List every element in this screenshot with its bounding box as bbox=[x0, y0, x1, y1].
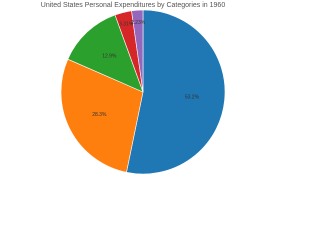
chart: United States Personal Expenditures by C… bbox=[41, 2, 226, 175]
slice-label: 28.3% bbox=[92, 112, 107, 118]
pie-slice bbox=[126, 9, 226, 175]
slice-label: 2.23% bbox=[131, 20, 146, 26]
slice-label: 12.9% bbox=[102, 53, 117, 59]
pie-slice bbox=[60, 58, 144, 173]
pie-slice bbox=[131, 9, 144, 93]
slice-label: 53.2% bbox=[185, 94, 200, 100]
slice-label: 3.31% bbox=[119, 22, 134, 28]
chart-title: United States Personal Expenditures by C… bbox=[41, 2, 226, 9]
pie-slice bbox=[67, 14, 144, 93]
